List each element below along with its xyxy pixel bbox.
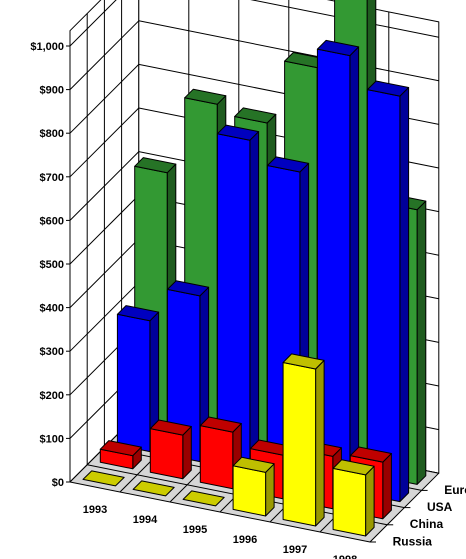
y-tick-label: $600 bbox=[40, 215, 64, 227]
bar-top bbox=[199, 416, 242, 433]
bar-russia-3 bbox=[232, 456, 275, 517]
bar-top bbox=[132, 480, 175, 497]
x-tick-label: 1993 bbox=[83, 504, 107, 516]
bar-top bbox=[82, 470, 125, 487]
bar-front bbox=[199, 425, 234, 490]
bar-top bbox=[282, 353, 325, 370]
y-tick-label: $900 bbox=[40, 85, 64, 97]
bar-top bbox=[332, 459, 375, 476]
x-tick-line: 1995 bbox=[183, 524, 207, 536]
x-tick-label: 1995 bbox=[183, 524, 207, 536]
x-tick-label: 1997 bbox=[283, 544, 307, 556]
y-tick-label: $0 bbox=[52, 477, 64, 489]
bar-top bbox=[266, 156, 310, 173]
bar-front bbox=[232, 465, 267, 517]
bar-side bbox=[382, 453, 392, 520]
y-tick-label: $400 bbox=[40, 303, 64, 315]
x-tick-label: 1994 bbox=[133, 514, 158, 526]
y-tick-label: $800 bbox=[40, 128, 64, 140]
series-label-usa: USA bbox=[427, 500, 453, 514]
bar-front bbox=[116, 313, 151, 453]
bar-top bbox=[349, 446, 392, 463]
bar-top bbox=[234, 107, 277, 124]
bar-front bbox=[282, 362, 317, 527]
bar-top bbox=[149, 419, 192, 436]
x-tick-line: 1996 bbox=[233, 534, 257, 546]
y-tick-label: $200 bbox=[40, 390, 64, 402]
bar-top bbox=[116, 305, 160, 322]
series-label-russia: Russia bbox=[393, 534, 433, 548]
chart-bars bbox=[82, 0, 427, 537]
series-label-china: China bbox=[410, 517, 444, 531]
bar-top bbox=[99, 440, 142, 457]
y-tick-label: $500 bbox=[40, 259, 64, 271]
x-tick-line: 1998 bbox=[333, 554, 357, 559]
bar-top bbox=[166, 280, 210, 297]
bar-top bbox=[216, 124, 260, 141]
bar-china-0 bbox=[99, 440, 142, 470]
x-tick-line: 1997 bbox=[283, 544, 307, 556]
bar-top bbox=[182, 490, 225, 507]
bar-side bbox=[315, 359, 325, 527]
bar-top bbox=[134, 157, 177, 174]
bar-side bbox=[416, 200, 427, 485]
bar-side bbox=[249, 131, 260, 473]
series-label-europe: Europe bbox=[444, 483, 466, 497]
x-tick-line: 1994 bbox=[133, 514, 158, 526]
bar-russia-4 bbox=[282, 353, 325, 527]
bar-front bbox=[366, 89, 401, 503]
bar-china-1 bbox=[149, 419, 192, 480]
bar-top bbox=[366, 80, 410, 97]
bar-side bbox=[365, 465, 375, 537]
y-tick-label: $700 bbox=[40, 172, 64, 184]
x-tick-label: 1996 bbox=[233, 534, 257, 546]
bar-usa-2 bbox=[216, 124, 260, 473]
chart-labels: $0 $100 $200 $300 $400 $500 $600 $700 $800 $900 $1… bbox=[30, 41, 466, 559]
bar-russia-1 bbox=[132, 480, 175, 497]
bar-russia-0 bbox=[82, 470, 125, 487]
bar-front bbox=[332, 467, 367, 537]
bar-top bbox=[184, 88, 227, 105]
bar-front bbox=[149, 428, 184, 480]
bar-russia-2 bbox=[182, 490, 225, 507]
bar-top bbox=[232, 456, 275, 473]
bar-side bbox=[399, 87, 410, 503]
y-tick-label: $300 bbox=[40, 346, 64, 358]
bar-usa-5 bbox=[366, 80, 410, 503]
x-tick-line: 1993 bbox=[83, 504, 107, 516]
y-tick-label: $1,000 bbox=[30, 41, 64, 53]
bar-top bbox=[316, 39, 360, 57]
y-tick-label: $100 bbox=[40, 433, 64, 445]
bar-side bbox=[349, 46, 360, 493]
bar-russia-5 bbox=[332, 459, 375, 537]
x-tick-label: 1998(Jan. - Jun.) bbox=[314, 554, 376, 559]
